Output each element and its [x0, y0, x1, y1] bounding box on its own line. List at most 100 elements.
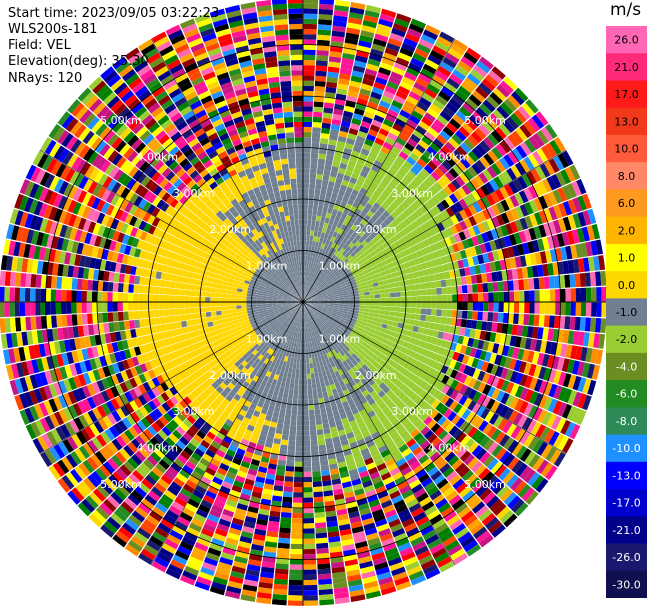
velocity-gate — [407, 138, 418, 148]
velocity-gate — [317, 573, 332, 580]
velocity-gate — [366, 210, 375, 218]
velocity-gate — [316, 210, 323, 217]
velocity-gate — [484, 262, 492, 273]
velocity-gate — [361, 281, 368, 286]
velocity-gate — [333, 204, 340, 211]
velocity-gate — [481, 120, 494, 133]
velocity-gate — [328, 202, 335, 209]
velocity-gate — [519, 142, 532, 156]
velocity-gate — [308, 204, 314, 210]
velocity-gate — [430, 281, 437, 289]
velocity-gate — [327, 223, 333, 230]
velocity-gate — [324, 196, 331, 203]
velocity-gate — [303, 384, 308, 390]
velocity-gate — [457, 85, 472, 98]
velocity-gate — [412, 325, 419, 333]
velocity-gate — [565, 288, 571, 302]
velocity-gate — [283, 424, 290, 431]
velocity-gate — [519, 255, 527, 267]
velocity-gate — [290, 414, 297, 421]
velocity-gate — [319, 259, 324, 266]
velocity-gate — [322, 238, 327, 245]
velocity-gate — [432, 74, 446, 86]
velocity-gate — [309, 272, 313, 278]
velocity-gate — [289, 383, 295, 390]
velocity-gate — [397, 52, 412, 62]
velocity-gate — [401, 242, 409, 251]
velocity-gate — [314, 372, 319, 379]
velocity-gate — [367, 316, 374, 321]
velocity-gate — [340, 283, 347, 288]
velocity-gate — [514, 162, 526, 176]
velocity-gate — [312, 262, 316, 268]
velocity-gate — [320, 381, 326, 388]
velocity-gate — [317, 158, 326, 165]
velocity-gate — [509, 257, 517, 269]
velocity-gate — [390, 292, 396, 298]
velocity-gate — [416, 172, 427, 182]
velocity-gate — [384, 185, 394, 194]
velocity-gate — [308, 404, 315, 410]
velocity-gate — [508, 181, 519, 195]
velocity-gate — [305, 342, 308, 349]
velocity-gate — [358, 237, 365, 244]
velocity-gate — [289, 569, 303, 575]
velocity-gate — [384, 268, 392, 275]
velocity-gate — [562, 260, 570, 274]
velocity-gate — [350, 1, 366, 10]
velocity-gate — [327, 181, 335, 188]
velocity-gate — [463, 229, 472, 239]
velocity-gate — [481, 78, 496, 92]
velocity-gate — [332, 231, 338, 238]
velocity-gate — [308, 394, 314, 400]
velocity-gate — [303, 435, 310, 442]
velocity-gate — [313, 303, 319, 306]
velocity-gate — [491, 216, 500, 228]
velocity-gate — [380, 163, 390, 173]
velocity-gate — [505, 223, 514, 235]
velocity-gate — [490, 163, 502, 176]
velocity-gate — [334, 263, 340, 270]
velocity-gate — [344, 302, 350, 305]
velocity-gate — [416, 249, 424, 258]
velocity-gate — [490, 130, 503, 143]
velocity-gate — [362, 284, 369, 290]
velocity-gate — [462, 258, 470, 268]
velocity-gate — [554, 315, 561, 329]
velocity-gate — [306, 368, 311, 374]
velocity-gate — [446, 77, 460, 90]
velocity-gate — [323, 298, 329, 300]
velocity-gate — [368, 169, 378, 177]
velocity-gate — [303, 482, 313, 488]
velocity-gate — [374, 258, 381, 265]
velocity-gate — [343, 292, 349, 296]
velocity-gate — [338, 78, 350, 86]
velocity-gate — [548, 276, 555, 289]
velocity-gate — [496, 84, 511, 98]
velocity-gate — [567, 259, 575, 274]
velocity-gate — [303, 49, 316, 56]
velocity-gate — [347, 263, 353, 269]
velocity-gate — [407, 272, 414, 280]
velocity-gate — [305, 286, 307, 293]
velocity-gate — [442, 263, 450, 272]
velocity-gate — [489, 240, 497, 251]
velocity-gate — [461, 239, 470, 250]
velocity-gate — [337, 311, 343, 315]
velocity-gate — [304, 286, 306, 292]
velocity-gate — [342, 219, 350, 227]
velocity-gate — [288, 440, 296, 446]
velocity-gate — [421, 92, 435, 104]
velocity-gate — [380, 8, 397, 18]
velocity-gate — [434, 241, 443, 251]
velocity-gate — [353, 307, 360, 311]
velocity-gate — [311, 292, 316, 297]
velocity-gate — [356, 283, 363, 288]
velocity-gate — [476, 234, 485, 245]
velocity-gate — [467, 192, 477, 204]
velocity-gate — [420, 34, 436, 45]
velocity-gate — [571, 181, 582, 197]
velocity-gate — [564, 316, 571, 330]
velocity-gate — [331, 289, 338, 293]
velocity-gate — [508, 234, 517, 246]
